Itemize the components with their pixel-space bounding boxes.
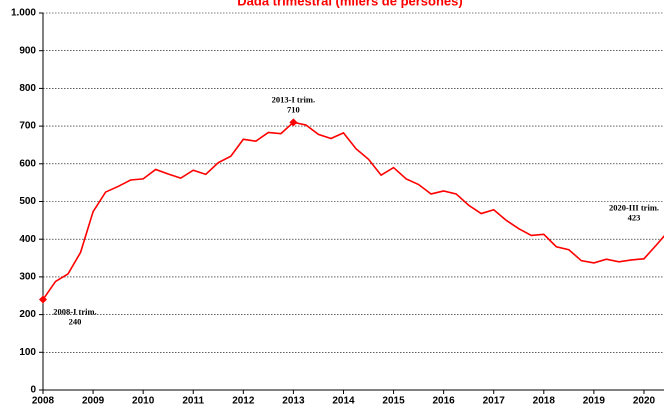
data-line — [42, 121, 664, 300]
annotation-label: 2013-I trim. — [272, 94, 315, 104]
y-tick-label: 300 — [19, 272, 36, 283]
chart-title: Dada trimestral (milers de persones) — [237, 0, 462, 8]
y-tick-label: 600 — [19, 158, 36, 169]
y-tick-label: 700 — [19, 121, 36, 132]
x-tick-label: 2014 — [332, 396, 355, 407]
data-label: 710 — [287, 104, 300, 114]
data-label: 423 — [628, 212, 641, 222]
y-tick-label: 500 — [19, 196, 36, 207]
point-marker — [39, 295, 47, 304]
data-label: 240 — [69, 316, 82, 326]
x-tick-label: 2018 — [533, 396, 556, 407]
x-tick-label: 2013 — [282, 396, 305, 407]
x-tick-label: 2008 — [32, 396, 55, 407]
x-tick-label: 2010 — [132, 396, 155, 407]
x-tick-label: 2009 — [82, 396, 105, 407]
x-tick-label: 2016 — [433, 396, 456, 407]
y-tick-label: 200 — [19, 309, 36, 320]
y-tick-label: 1.000 — [11, 8, 36, 19]
y-tick-label: 400 — [19, 234, 36, 245]
annotation-label: 2020-III trim. — [609, 202, 659, 212]
y-tick-label: 100 — [19, 347, 36, 358]
x-tick-label: 2020 — [633, 396, 656, 407]
x-tick-label: 2015 — [382, 396, 405, 407]
x-tick-label: 2017 — [483, 396, 506, 407]
y-tick-label: 0 — [30, 385, 36, 396]
x-tick-label: 2011 — [182, 396, 204, 407]
point-marker — [289, 118, 298, 127]
y-tick-label: 800 — [19, 83, 36, 94]
y-tick-label: 900 — [19, 45, 36, 56]
plot-area — [39, 118, 664, 304]
x-tick-label: 2019 — [583, 396, 606, 407]
annotation-label: 2008-I trim. — [53, 306, 96, 316]
x-tick-label: 2012 — [232, 396, 255, 407]
